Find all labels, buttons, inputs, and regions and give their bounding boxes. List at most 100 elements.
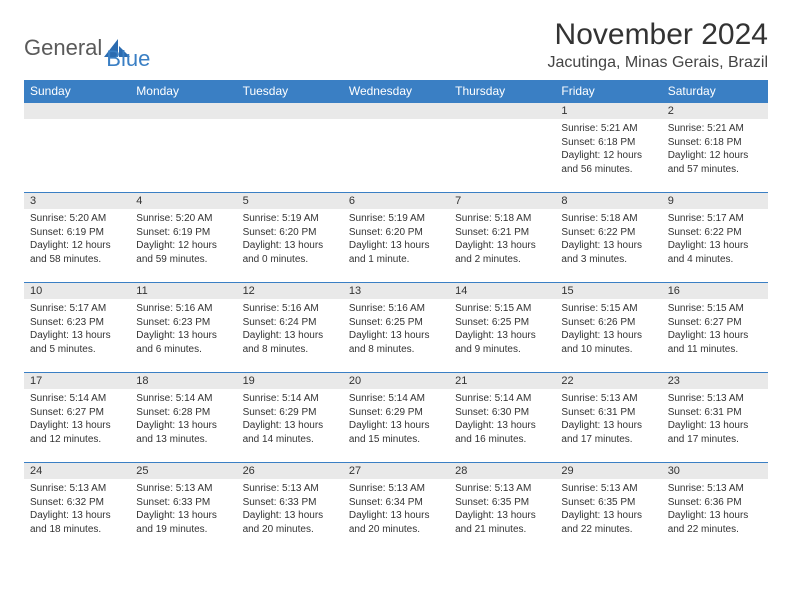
sunset-line-label: Sunset: [30, 317, 64, 328]
day-body: Sunrise: 5:16 AMSunset: 6:23 PMDaylight:… [130, 299, 236, 360]
sunset-line-value: 6:35 PM [598, 497, 635, 508]
sunrise-line: Sunrise: 5:14 AM [243, 392, 337, 406]
sunrise-line-value: 5:14 AM [69, 393, 106, 404]
day-number: 3 [24, 193, 130, 209]
sunset-line: Sunset: 6:34 PM [349, 496, 443, 510]
sunrise-line-value: 5:13 AM [176, 483, 213, 494]
sunrise-line-label: Sunrise: [561, 483, 598, 494]
sunrise-line-value: 5:14 AM [282, 393, 319, 404]
sunset-line: Sunset: 6:29 PM [243, 406, 337, 420]
daylight-line-label: Daylight: [668, 240, 707, 251]
sunrise-line-value: 5:18 AM [601, 213, 638, 224]
col-head-friday: Friday [555, 80, 661, 103]
calendar-cell: 13Sunrise: 5:16 AMSunset: 6:25 PMDayligh… [343, 283, 449, 373]
sunset-line-value: 6:22 PM [598, 227, 635, 238]
day-body: Sunrise: 5:19 AMSunset: 6:20 PMDaylight:… [237, 209, 343, 270]
daylight-line-label: Daylight: [561, 420, 600, 431]
sunrise-line-value: 5:13 AM [601, 393, 638, 404]
sunrise-line: Sunrise: 5:18 AM [561, 212, 655, 226]
sunset-line-label: Sunset: [243, 407, 277, 418]
sunrise-line-label: Sunrise: [668, 123, 705, 134]
daylight-line: Daylight: 13 hours and 8 minutes. [243, 329, 337, 356]
calendar-cell: 24Sunrise: 5:13 AMSunset: 6:32 PMDayligh… [24, 463, 130, 553]
day-body: Sunrise: 5:13 AMSunset: 6:31 PMDaylight:… [555, 389, 661, 450]
col-head-tuesday: Tuesday [237, 80, 343, 103]
daylight-line-label: Daylight: [561, 240, 600, 251]
sunrise-line: Sunrise: 5:13 AM [561, 392, 655, 406]
daylight-line: Daylight: 13 hours and 12 minutes. [30, 419, 124, 446]
daylight-line: Daylight: 13 hours and 15 minutes. [349, 419, 443, 446]
sunset-line-label: Sunset: [561, 317, 595, 328]
day-body: Sunrise: 5:15 AMSunset: 6:26 PMDaylight:… [555, 299, 661, 360]
calendar-cell [130, 103, 236, 193]
sunset-line: Sunset: 6:19 PM [30, 226, 124, 240]
daylight-line-label: Daylight: [136, 510, 175, 521]
day-number: 19 [237, 373, 343, 389]
daylight-line-label: Daylight: [349, 510, 388, 521]
calendar-cell: 27Sunrise: 5:13 AMSunset: 6:34 PMDayligh… [343, 463, 449, 553]
sunset-line-value: 6:31 PM [704, 407, 741, 418]
sunset-line-label: Sunset: [136, 317, 170, 328]
sunrise-line-value: 5:14 AM [176, 393, 213, 404]
sunset-line-value: 6:19 PM [67, 227, 104, 238]
day-body: Sunrise: 5:14 AMSunset: 6:30 PMDaylight:… [449, 389, 555, 450]
sunrise-line-value: 5:13 AM [707, 483, 744, 494]
sunset-line-label: Sunset: [30, 407, 64, 418]
sunset-line-label: Sunset: [349, 407, 383, 418]
sunset-line: Sunset: 6:21 PM [455, 226, 549, 240]
day-body: Sunrise: 5:20 AMSunset: 6:19 PMDaylight:… [24, 209, 130, 270]
sunset-line-label: Sunset: [30, 227, 64, 238]
day-body: Sunrise: 5:15 AMSunset: 6:27 PMDaylight:… [662, 299, 768, 360]
sunrise-line: Sunrise: 5:15 AM [455, 302, 549, 316]
sunrise-line: Sunrise: 5:21 AM [561, 122, 655, 136]
calendar-cell: 4Sunrise: 5:20 AMSunset: 6:19 PMDaylight… [130, 193, 236, 283]
sunset-line: Sunset: 6:25 PM [455, 316, 549, 330]
sunrise-line-value: 5:17 AM [69, 303, 106, 314]
sunrise-line: Sunrise: 5:13 AM [136, 482, 230, 496]
sunset-line: Sunset: 6:22 PM [668, 226, 762, 240]
day-number: 30 [662, 463, 768, 479]
day-number: 15 [555, 283, 661, 299]
sunrise-line: Sunrise: 5:16 AM [243, 302, 337, 316]
calendar-cell: 29Sunrise: 5:13 AMSunset: 6:35 PMDayligh… [555, 463, 661, 553]
daylight-line: Daylight: 13 hours and 0 minutes. [243, 239, 337, 266]
daylight-line-label: Daylight: [243, 240, 282, 251]
daylight-line: Daylight: 12 hours and 59 minutes. [136, 239, 230, 266]
sunrise-line: Sunrise: 5:18 AM [455, 212, 549, 226]
sunset-line-value: 6:20 PM [386, 227, 423, 238]
calendar-cell: 6Sunrise: 5:19 AMSunset: 6:20 PMDaylight… [343, 193, 449, 283]
daylight-line-label: Daylight: [30, 240, 69, 251]
sunset-line: Sunset: 6:36 PM [668, 496, 762, 510]
sunset-line: Sunset: 6:20 PM [243, 226, 337, 240]
sunset-line-label: Sunset: [668, 407, 702, 418]
day-body: Sunrise: 5:13 AMSunset: 6:35 PMDaylight:… [449, 479, 555, 540]
calendar-head: Sunday Monday Tuesday Wednesday Thursday… [24, 80, 768, 103]
sunrise-line-label: Sunrise: [136, 483, 173, 494]
sunrise-line-value: 5:13 AM [282, 483, 319, 494]
day-number: 29 [555, 463, 661, 479]
calendar-cell: 20Sunrise: 5:14 AMSunset: 6:29 PMDayligh… [343, 373, 449, 463]
day-body: Sunrise: 5:13 AMSunset: 6:35 PMDaylight:… [555, 479, 661, 540]
sunrise-line: Sunrise: 5:17 AM [668, 212, 762, 226]
daylight-line: Daylight: 13 hours and 22 minutes. [668, 509, 762, 536]
daylight-line-label: Daylight: [668, 150, 707, 161]
daylight-line-label: Daylight: [136, 240, 175, 251]
sunrise-line-label: Sunrise: [561, 303, 598, 314]
daylight-line-label: Daylight: [136, 330, 175, 341]
daylight-line-label: Daylight: [30, 420, 69, 431]
sunset-line-label: Sunset: [668, 137, 702, 148]
sunset-line-value: 6:36 PM [704, 497, 741, 508]
sunset-line: Sunset: 6:20 PM [349, 226, 443, 240]
daylight-line: Daylight: 13 hours and 9 minutes. [455, 329, 549, 356]
sunset-line-label: Sunset: [561, 227, 595, 238]
daylight-line: Daylight: 13 hours and 14 minutes. [243, 419, 337, 446]
sunrise-line-value: 5:15 AM [495, 303, 532, 314]
daylight-line: Daylight: 12 hours and 58 minutes. [30, 239, 124, 266]
logo-text-general: General [24, 35, 102, 61]
sunset-line: Sunset: 6:27 PM [30, 406, 124, 420]
day-body: Sunrise: 5:16 AMSunset: 6:25 PMDaylight:… [343, 299, 449, 360]
daylight-line-label: Daylight: [561, 150, 600, 161]
sunset-line-label: Sunset: [668, 497, 702, 508]
day-number: 22 [555, 373, 661, 389]
daylight-line: Daylight: 13 hours and 20 minutes. [349, 509, 443, 536]
